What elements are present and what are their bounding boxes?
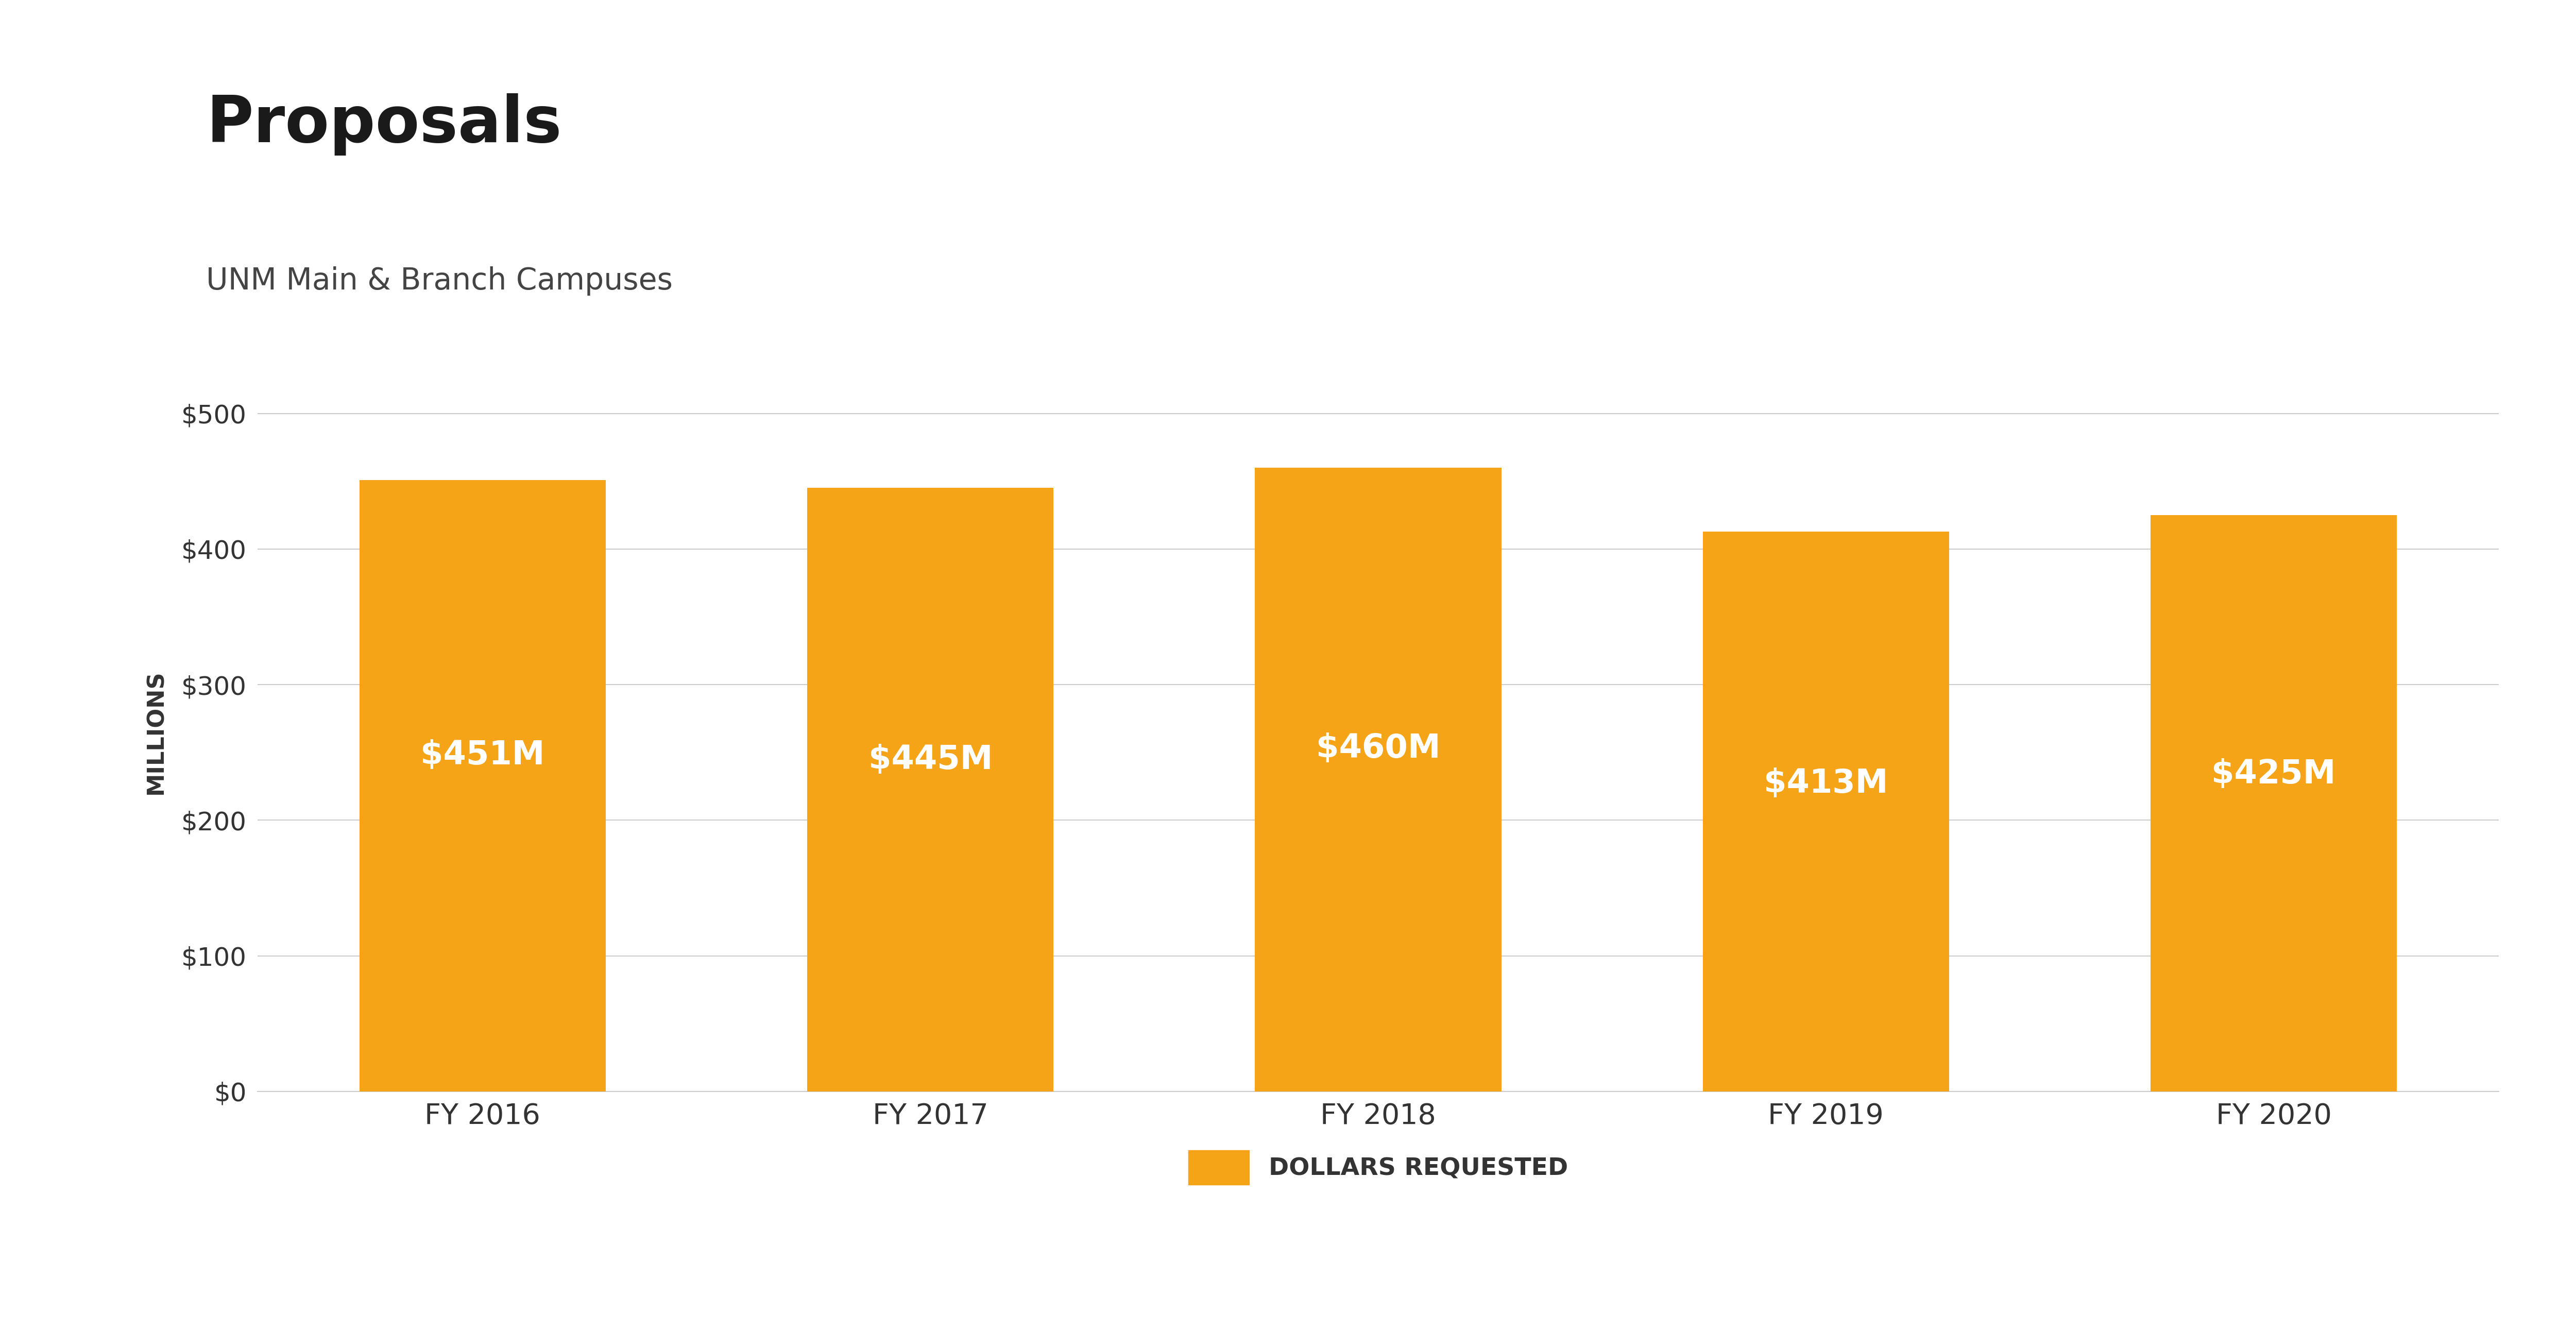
Bar <box>1255 467 1502 1091</box>
Legend: DOLLARS REQUESTED: DOLLARS REQUESTED <box>1180 1141 1577 1194</box>
Text: $460M: $460M <box>1316 732 1440 764</box>
Bar <box>361 479 605 1091</box>
Bar <box>1703 531 1950 1091</box>
Text: $413M: $413M <box>1765 768 1888 800</box>
Text: UNM Main & Branch Campuses: UNM Main & Branch Campuses <box>206 266 672 295</box>
Text: Proposals: Proposals <box>206 93 562 156</box>
Text: $445M: $445M <box>868 744 992 776</box>
Bar <box>2151 515 2396 1091</box>
Bar <box>806 488 1054 1091</box>
Text: $451M: $451M <box>420 739 544 771</box>
Text: $425M: $425M <box>2213 759 2336 791</box>
Y-axis label: MILLIONS: MILLIONS <box>144 669 167 795</box>
